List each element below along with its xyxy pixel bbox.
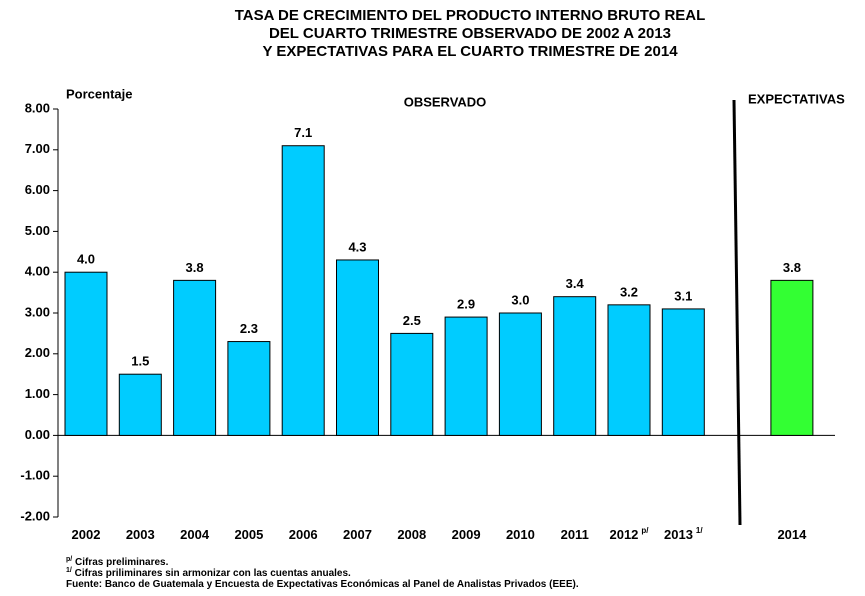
- bar: [553, 296, 597, 436]
- x-tick-text: 2005: [234, 527, 263, 542]
- bar: [770, 279, 814, 436]
- y-tick-label: 1.00: [25, 386, 50, 401]
- x-tick-label: 2006: [289, 527, 318, 542]
- bar: [173, 279, 217, 436]
- bar: [607, 304, 651, 436]
- bar: [64, 271, 108, 436]
- value-label: 3.4: [566, 276, 585, 291]
- value-label: 1.5: [131, 354, 149, 369]
- annotation: OBSERVADO: [404, 94, 487, 109]
- x-tick-superscript: p/: [641, 526, 649, 535]
- value-label: 3.0: [511, 292, 529, 307]
- value-label: 3.8: [783, 260, 801, 275]
- chart-title: TASA DE CRECIMIENTO DEL PRODUCTO INTERNO…: [235, 7, 706, 24]
- x-tick-label: 2010: [506, 527, 535, 542]
- value-label: 2.3: [240, 321, 258, 336]
- x-tick-text: 2006: [289, 527, 318, 542]
- y-tick-label: -1.00: [20, 468, 50, 483]
- bar: [390, 332, 434, 436]
- y-axis-label: Porcentaje: [66, 86, 132, 101]
- y-tick-label: 4.00: [25, 264, 50, 279]
- x-tick-text: 2009: [452, 527, 481, 542]
- x-tick-text: 2002: [72, 527, 101, 542]
- bar: [336, 259, 379, 436]
- x-tick-text: 2008: [397, 527, 426, 542]
- x-tick-text: 2007: [343, 527, 372, 542]
- x-tick-label: 2009: [452, 527, 481, 542]
- x-tick-text: 2013: [664, 527, 693, 542]
- separator: [732, 99, 742, 526]
- footnote-text: Cifras preliminares.: [72, 557, 168, 568]
- y-tick-label: 8.00: [25, 100, 50, 115]
- x-tick-text: 2010: [506, 527, 535, 542]
- x-tick-label: 2002: [72, 527, 101, 542]
- value-label: 2.9: [457, 297, 475, 312]
- x-tick-text: 2012: [609, 527, 638, 542]
- footnote: p/ Cifras preliminares.: [66, 556, 169, 568]
- value-label: 7.1: [294, 125, 312, 140]
- chart-title: Y EXPECTATIVAS PARA EL CUARTO TRIMESTRE …: [262, 43, 678, 60]
- x-tick-text: 2011: [561, 527, 589, 542]
- x-tick-label: 2003: [126, 527, 155, 542]
- footnote: Fuente: Banco de Guatemala y Encuesta de…: [66, 579, 579, 590]
- bar: [281, 145, 325, 436]
- bar: [227, 341, 271, 436]
- value-label: 2.5: [403, 313, 421, 328]
- x-tick-superscript: 1/: [696, 526, 703, 535]
- chart-title: DEL CUARTO TRIMESTRE OBSERVADO DE 2002 A…: [269, 25, 671, 42]
- y-tick-label: -2.00: [20, 508, 50, 523]
- x-tick-label: 2007: [343, 527, 372, 542]
- y-tick-label: 5.00: [25, 223, 50, 238]
- value-label: 3.2: [620, 284, 638, 299]
- footnote-mark: 1/: [66, 567, 72, 574]
- x-tick-label: 2013 1/: [664, 526, 703, 542]
- x-tick-text: 2004: [180, 527, 210, 542]
- y-tick-label: 3.00: [25, 304, 50, 319]
- bar: [444, 316, 488, 436]
- x-tick-label: 2005: [234, 527, 263, 542]
- y-tick-label: 7.00: [25, 141, 50, 156]
- x-tick-label: 2014: [777, 527, 807, 542]
- footnote-text: Fuente: Banco de Guatemala y Encuesta de…: [66, 579, 579, 590]
- value-label: 3.1: [674, 288, 692, 303]
- value-label: 4.3: [348, 239, 366, 254]
- bar: [118, 373, 162, 436]
- y-tick-label: 2.00: [25, 345, 50, 360]
- bar: [498, 312, 542, 436]
- value-label: 3.8: [186, 260, 204, 275]
- x-tick-label: 2004: [180, 527, 210, 542]
- bar: [661, 308, 705, 436]
- x-tick-text: 2014: [777, 527, 807, 542]
- footnote-mark: p/: [66, 556, 72, 563]
- x-tick-label: 2008: [397, 527, 426, 542]
- footnote: 1/ Cifras priliminares sin armonizar con…: [66, 567, 351, 579]
- x-tick-text: 2003: [126, 527, 155, 542]
- footnote-text: Cifras priliminares sin armonizar con la…: [72, 568, 351, 579]
- x-tick-label: 2011: [561, 527, 589, 542]
- y-tick-label: 0.00: [25, 427, 50, 442]
- y-tick-label: 6.00: [25, 182, 50, 197]
- x-tick-label: 2012 p/: [609, 526, 649, 542]
- annotation: EXPECTATIVAS: [748, 91, 845, 106]
- value-label: 4.0: [77, 252, 95, 267]
